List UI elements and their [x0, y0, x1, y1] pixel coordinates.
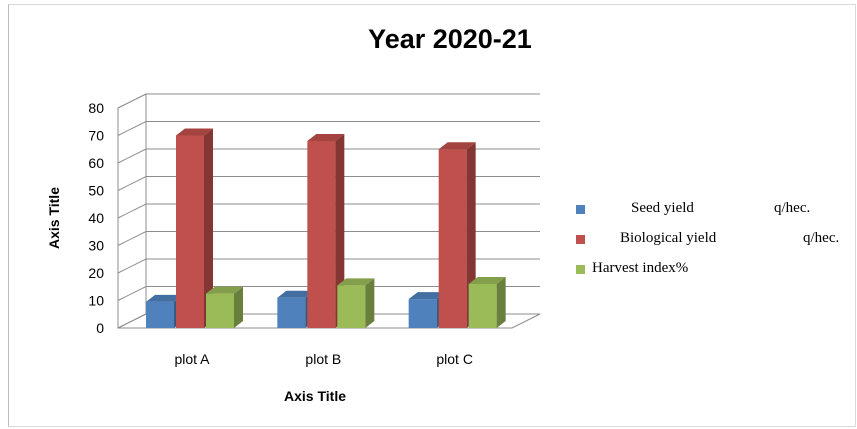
y-tick-label: 0	[96, 320, 104, 336]
bar-side	[335, 134, 345, 328]
bar-top	[408, 292, 446, 300]
bar-top	[468, 277, 506, 284]
legend-label-biological-yield: Biological yield	[620, 230, 717, 246]
gridline	[117, 231, 540, 246]
legend-item-seed-yield: Seed yield q/hec.	[576, 200, 856, 230]
legend-swatch-biological-yield	[576, 235, 585, 244]
x-tick-label: plot B	[305, 351, 341, 367]
y-tick-label: 10	[88, 293, 104, 309]
bar-top	[146, 294, 183, 302]
legend-label-seed-yield: Seed yield	[631, 200, 694, 216]
gridline	[117, 286, 540, 301]
bar-top	[337, 278, 375, 286]
gridline	[117, 148, 540, 164]
x-tick-label: plot C	[436, 351, 473, 367]
bar-top	[206, 286, 243, 294]
legend-swatch-harvest-index	[576, 265, 585, 274]
x-tick-label: plot A	[174, 351, 210, 367]
legend-item-harvest-index: Harvest index%	[576, 260, 856, 290]
bar	[277, 297, 306, 328]
y-tick-label: 40	[88, 210, 104, 226]
bar-side	[365, 278, 375, 328]
gridline	[117, 203, 540, 219]
y-tick-label: 60	[88, 155, 104, 171]
bar-top	[277, 290, 315, 298]
legend-item-biological-yield: Biological yield q/hec.	[576, 230, 856, 260]
legend: Seed yield q/hec. Biological yield q/hec…	[576, 200, 856, 290]
bar	[176, 135, 204, 328]
y-tick-label: 30	[88, 238, 104, 254]
gridline	[117, 258, 540, 274]
gridline	[117, 93, 540, 109]
bar-side	[234, 286, 243, 328]
y-tick-label: 80	[88, 100, 104, 116]
bar	[438, 149, 467, 328]
bar-top	[307, 134, 345, 141]
y-tick-label: 20	[88, 265, 104, 281]
y-tick-label: 50	[88, 183, 104, 199]
bar	[468, 284, 497, 328]
bar	[146, 301, 174, 328]
bar	[408, 299, 437, 328]
y-tick-label: 70	[88, 128, 104, 144]
x-axis-title: Axis Title	[284, 388, 346, 404]
bar	[337, 285, 366, 328]
legend-swatch-seed-yield	[576, 205, 585, 214]
bar-top	[438, 142, 476, 150]
legend-unit-biological-yield: q/hec.	[803, 230, 840, 246]
bar-side	[204, 128, 213, 328]
bar-side	[496, 277, 506, 328]
gridline	[117, 121, 540, 136]
chart-title: Year 2020-21	[368, 24, 532, 54]
legend-unit-seed-yield: q/hec.	[774, 200, 811, 216]
bar	[206, 293, 234, 328]
bar-top	[176, 128, 213, 136]
bar	[307, 141, 336, 328]
legend-label-harvest-index: Harvest index%	[592, 260, 689, 276]
chart-frame	[8, 4, 856, 427]
gridline	[117, 176, 540, 191]
